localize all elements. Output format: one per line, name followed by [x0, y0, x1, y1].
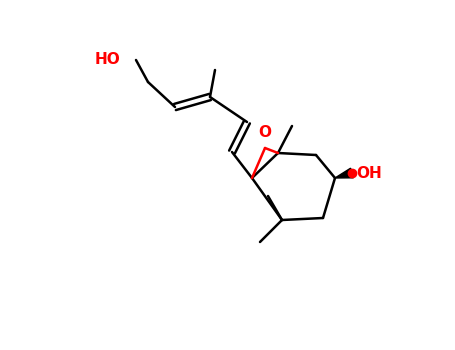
Text: OH: OH	[356, 166, 382, 181]
Text: O: O	[258, 125, 272, 140]
Polygon shape	[335, 168, 354, 178]
Text: HO: HO	[94, 51, 120, 66]
